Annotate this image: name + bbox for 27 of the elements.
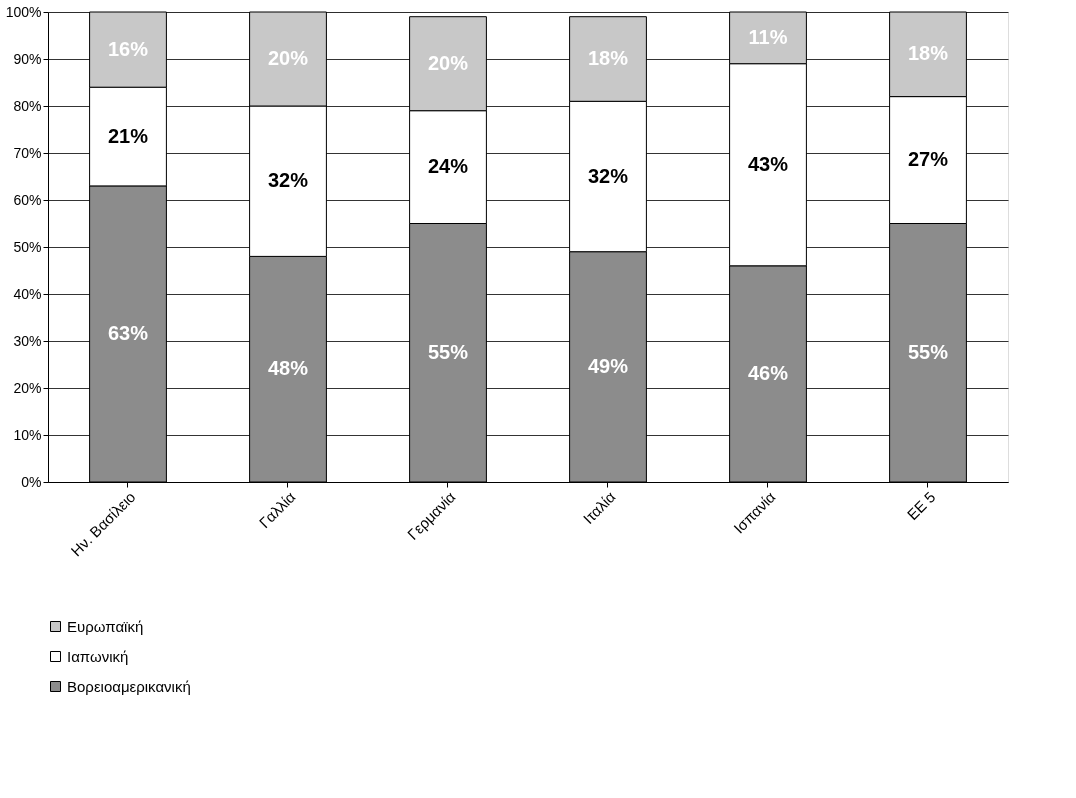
- legend-label: Βορειοαμερικανική: [67, 677, 191, 695]
- y-tick-label: 10%: [13, 426, 42, 443]
- data-label: 55%: [427, 340, 469, 363]
- data-label: 46%: [747, 361, 789, 384]
- data-label: 63%: [107, 321, 149, 344]
- y-tick-label: 0%: [21, 473, 42, 490]
- y-tick-label: 80%: [13, 97, 42, 114]
- y-tick-label: 100%: [5, 3, 42, 20]
- data-label: 32%: [267, 169, 309, 192]
- legend-label: Ιαπωνική: [67, 647, 129, 665]
- data-label: 49%: [587, 354, 629, 377]
- data-label: 32%: [587, 164, 629, 187]
- y-tick-label: 60%: [13, 191, 42, 208]
- data-label: 21%: [107, 124, 149, 147]
- y-tick-label: 90%: [13, 50, 42, 67]
- x-tick-label: ΕΕ 5: [903, 488, 939, 524]
- y-tick-label: 50%: [13, 238, 42, 255]
- legend-label: Ευρωπαϊκή: [67, 617, 144, 635]
- y-tick-label: 30%: [13, 332, 42, 349]
- data-label: 43%: [747, 152, 789, 175]
- y-tick-label: 20%: [13, 379, 42, 396]
- y-tick-label: 40%: [13, 285, 42, 302]
- data-label: 27%: [907, 148, 949, 171]
- data-label: 24%: [427, 155, 469, 178]
- data-label: 55%: [907, 340, 949, 363]
- data-label: 48%: [267, 357, 309, 380]
- y-tick-label: 70%: [13, 144, 42, 161]
